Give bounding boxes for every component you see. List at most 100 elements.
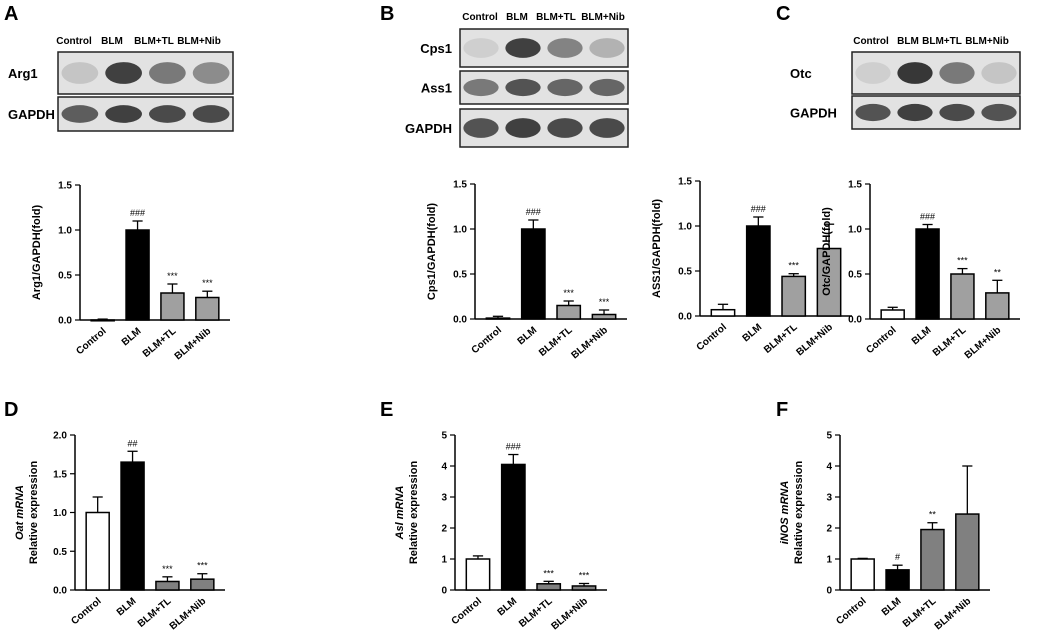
blot-band — [149, 105, 186, 123]
chart-c: 0.0 0.5 1.0 1.5 Otc/GAPDH(fold) Control ### BLM… — [821, 180, 1020, 361]
significance-label: *** — [788, 261, 799, 271]
y-tick-label: 0 — [441, 586, 447, 597]
y-tick-label: 1.5 — [53, 469, 67, 480]
blot-band — [547, 118, 583, 138]
chart-d: 0.0 0.5 1.0 1.5 2.0 Oat mRNA Relative expressi… — [14, 431, 225, 632]
blot-band — [505, 78, 541, 97]
y-axis-label-gene: iNOS mRNA — [779, 481, 791, 545]
x-tick-label: BLM — [910, 325, 934, 347]
x-tick-label: BLM — [741, 322, 765, 344]
y-tick-label: 2.0 — [53, 431, 67, 442]
blot-protein-label: Arg1 — [8, 66, 38, 81]
bar-blm-nib — [195, 296, 220, 321]
y-tick-label: 1.0 — [58, 226, 72, 237]
bar-blm — [125, 229, 150, 321]
x-tick-label: BLM — [496, 596, 520, 618]
blot-lane-label: Control — [853, 36, 889, 47]
y-tick-label: 1.0 — [53, 508, 67, 519]
blot-lane-label: BLM — [897, 36, 919, 47]
blot-band — [897, 62, 933, 84]
bar-blm-tl — [950, 273, 975, 320]
blot-protein-label: GAPDH — [8, 107, 55, 122]
y-tick-label: 0.0 — [848, 315, 862, 326]
y-tick-label: 0.5 — [848, 270, 862, 281]
y-tick-label: 1.5 — [678, 177, 692, 188]
bar-control — [90, 319, 115, 322]
y-tick-label: 4 — [441, 462, 447, 473]
y-axis-label: Cps1/GAPDH(fold) — [426, 203, 438, 301]
bar-blm — [520, 228, 546, 320]
x-tick-label: BLM+Nib — [794, 322, 834, 358]
blot-b: Control BLM BLM+TL BLM+Nib Cps1 Ass1 GAPDH — [405, 12, 629, 148]
significance-label: ### — [506, 442, 521, 452]
bar-blm-nib — [571, 585, 597, 591]
bar-blm — [500, 463, 526, 591]
x-tick-label: BLM+Nib — [933, 596, 973, 632]
significance-label: *** — [197, 561, 208, 571]
significance-label: ### — [920, 212, 935, 222]
y-tick-label: 0.0 — [678, 312, 692, 323]
x-tick-label: BLM — [516, 325, 540, 347]
blot-band — [192, 105, 230, 123]
bar-blm-tl — [556, 304, 582, 320]
x-tick-label: BLM+Nib — [549, 596, 589, 632]
blot-band — [589, 118, 625, 138]
blot-band — [855, 103, 891, 122]
blot-protein-label: Cps1 — [420, 41, 452, 56]
blot-band — [505, 38, 541, 58]
blot-band — [981, 62, 1017, 84]
bar-control — [710, 308, 736, 317]
y-axis-label-relative: Relative expression — [28, 461, 40, 565]
y-tick-label: 2 — [826, 524, 832, 535]
blot-band — [105, 62, 142, 84]
blot-lane-label: BLM — [101, 36, 123, 47]
blot-band — [463, 38, 499, 58]
x-tick-label: BLM+Nib — [168, 596, 208, 632]
y-tick-label: 5 — [441, 431, 447, 442]
significance-label: *** — [579, 570, 590, 580]
y-tick-label: 5 — [826, 431, 832, 442]
x-tick-label: BLM+Nib — [569, 325, 609, 361]
bar-blm — [885, 569, 910, 591]
y-tick-label: 0.0 — [53, 586, 67, 597]
blot-c: Control BLM BLM+TL BLM+Nib Otc GAPDH — [790, 36, 1021, 130]
significance-label: *** — [167, 271, 178, 281]
significance-label: ** — [929, 510, 937, 520]
blot-band — [981, 103, 1017, 122]
y-tick-label: 3 — [826, 493, 832, 504]
blot-protein-label: GAPDH — [790, 106, 837, 121]
y-axis-label-gene: Oat mRNA — [14, 485, 26, 540]
blot-lane-label: BLM+Nib — [177, 36, 221, 47]
blot-band — [61, 62, 99, 84]
y-tick-label: 1 — [441, 555, 447, 566]
x-tick-label: BLM — [115, 596, 139, 618]
y-tick-label: 1.0 — [678, 222, 692, 233]
bar-blm-nib — [985, 292, 1010, 320]
blot-lane-label: Control — [56, 36, 92, 47]
panel-label-f: F — [776, 399, 788, 421]
significance-label: ### — [526, 207, 541, 217]
bar-control — [850, 558, 875, 591]
blot-lane-label: BLM+TL — [134, 36, 174, 47]
y-tick-label: 0.5 — [53, 547, 67, 558]
bar-blm-nib — [190, 578, 215, 591]
panel-label-e: E — [380, 399, 393, 421]
x-tick-label: Control — [695, 322, 729, 353]
y-axis-label-relative: Relative expression — [793, 461, 805, 565]
y-tick-label: 0.0 — [58, 316, 72, 327]
y-tick-label: 3 — [441, 493, 447, 504]
bar-blm-tl — [160, 292, 185, 321]
bar-blm-nib — [955, 513, 980, 591]
significance-label: *** — [202, 278, 213, 288]
x-tick-label: Control — [470, 325, 504, 356]
blot-protein-label: Otc — [790, 66, 812, 81]
significance-label: ### — [130, 208, 145, 218]
blot-band — [547, 78, 583, 97]
chart-b1: 0.0 0.5 1.0 1.5 Cps1/GAPDH(fold) Control ### BL… — [426, 180, 627, 361]
blot-lane-label: BLM+TL — [536, 12, 576, 23]
chart-f: 0 1 2 3 4 5 iNOS mRNA Relative expression Contro… — [779, 431, 990, 632]
panel-label-d: D — [4, 399, 18, 421]
bar-charts: 0.00.51.01.5Arg1/GAPDH(fold)Control###BL… — [14, 177, 1020, 632]
